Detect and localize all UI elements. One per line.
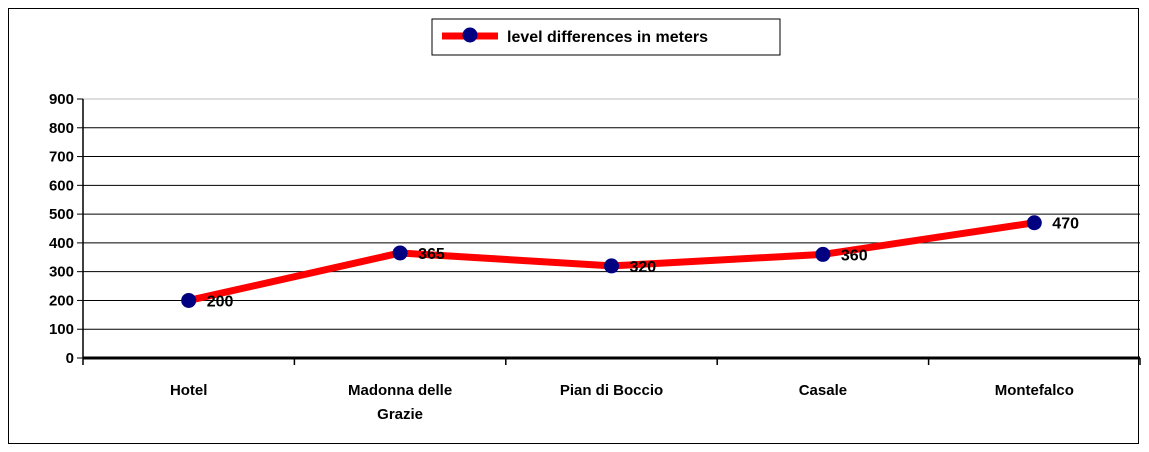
data-label: 360: [841, 247, 868, 264]
y-tick-label: 500: [49, 206, 74, 223]
data-point: [181, 292, 197, 308]
legend: level differences in meters: [431, 18, 781, 56]
y-tick-label: 0: [66, 350, 74, 367]
data-label: 365: [418, 246, 445, 263]
x-tick-label: Montefalco: [995, 382, 1074, 399]
series: [181, 215, 1042, 308]
y-tick-label: 900: [49, 91, 74, 108]
legend-label: level differences in meters: [507, 29, 708, 46]
y-tick-label: 200: [49, 292, 74, 309]
y-tick-label: 600: [49, 177, 74, 194]
x-tick-label: Grazie: [377, 406, 423, 423]
axes: [82, 99, 1141, 365]
y-tick-label: 300: [49, 264, 74, 281]
data-point: [815, 246, 831, 262]
y-tick-label: 100: [49, 321, 74, 338]
gridlines: [77, 98, 1140, 359]
x-tick-label: Hotel: [170, 382, 208, 399]
data-label: 470: [1052, 216, 1079, 233]
x-tick-label: Pian di Boccio: [560, 382, 663, 399]
x-tick-labels: Hotel Madonna delle Grazie Pian di Boccio Ca…: [170, 382, 1074, 423]
y-tick-label: 800: [49, 120, 74, 137]
y-tick-label: 400: [49, 235, 74, 252]
legend-marker: [462, 27, 478, 43]
chart-frame: [8, 8, 1139, 444]
data-point: [604, 258, 619, 274]
data-label: 320: [630, 259, 657, 276]
y-tick-label: 700: [49, 149, 74, 166]
y-tick-labels: 0 100 200 300 400 500 600 700 800 900: [49, 91, 74, 367]
x-tick-label: Casale: [799, 382, 847, 399]
data-labels: 200 365 320 360 470: [207, 216, 1079, 311]
data-label: 200: [207, 293, 234, 310]
data-point: [392, 245, 408, 261]
data-point: [1026, 215, 1042, 231]
x-tick-label: Madonna delle: [348, 382, 452, 399]
